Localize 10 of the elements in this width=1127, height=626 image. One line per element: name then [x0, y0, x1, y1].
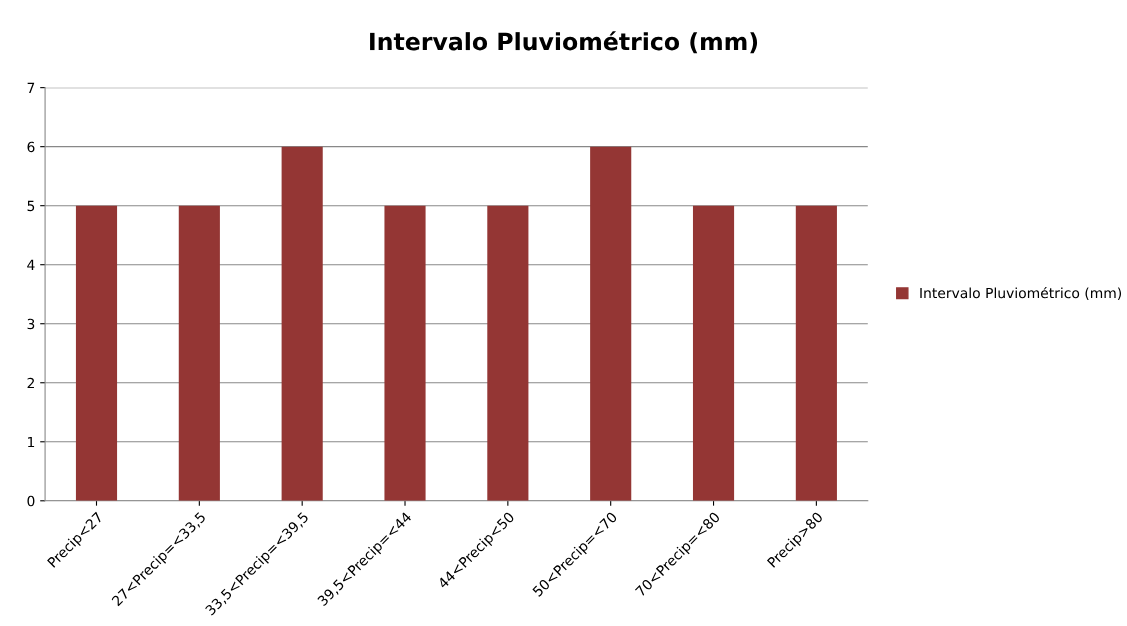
y-tick-label: 0 — [27, 495, 35, 507]
y-tick-label: 6 — [27, 141, 35, 153]
y-tick-label: 1 — [28, 436, 35, 448]
y-tick-label: 7 — [27, 82, 35, 93]
legend-label: Intervalo Pluviométrico (mm) — [920, 286, 1122, 300]
y-tick-label: 3 — [27, 318, 35, 330]
y-tick-label: 2 — [27, 377, 34, 389]
chart-title: Intervalo Pluviométrico (mm) — [370, 31, 758, 54]
y-tick-label: 5 — [27, 200, 35, 212]
y-tick-label: 4 — [27, 259, 35, 270]
